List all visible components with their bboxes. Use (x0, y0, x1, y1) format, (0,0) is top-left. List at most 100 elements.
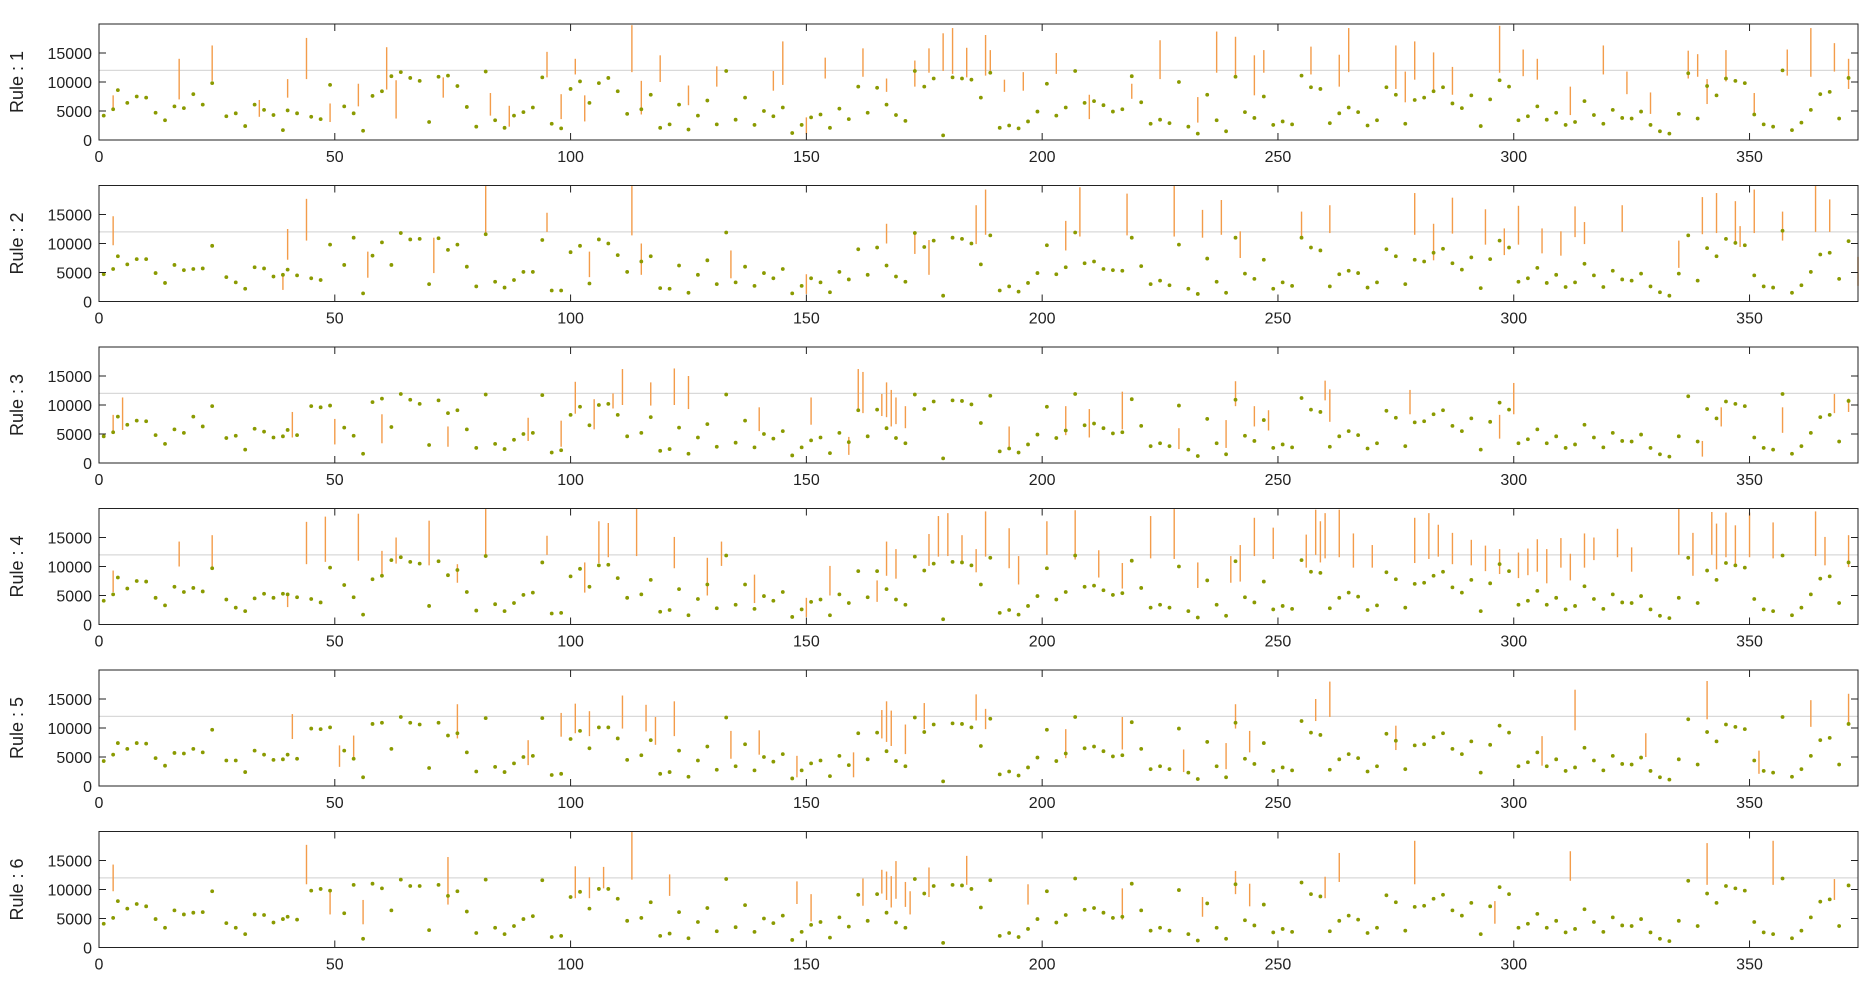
data-point-150 (1516, 118, 1521, 123)
data-point-5 (134, 902, 139, 906)
data-point-38 (455, 731, 460, 736)
data-point-173 (1733, 241, 1738, 245)
data-point-78 (837, 430, 842, 435)
data-point-151 (1525, 760, 1530, 765)
data-point-119 (1224, 290, 1228, 295)
data-point-100 (1044, 243, 1049, 248)
data-point-168 (1686, 717, 1691, 722)
data-point-22 (295, 595, 299, 600)
data-point-155 (1563, 123, 1568, 127)
x-tick-label: 150 (793, 311, 820, 328)
data-point-88 (931, 884, 936, 888)
data-point-76 (818, 112, 823, 117)
data-point-158 (1592, 435, 1596, 440)
data-point-158 (1592, 113, 1596, 117)
y-tick-label: 10000 (48, 398, 93, 415)
data-point-104 (1082, 584, 1087, 589)
data-point-33 (408, 884, 413, 888)
data-point-7 (153, 595, 158, 600)
data-point-134 (1365, 446, 1370, 451)
data-point-36 (436, 882, 441, 887)
data-point-168 (1686, 233, 1691, 238)
data-point-82 (875, 85, 880, 90)
data-point-179 (1790, 936, 1794, 941)
data-point-27 (351, 756, 356, 761)
data-point-184 (1837, 276, 1842, 281)
x-tick-label: 350 (1736, 149, 1763, 166)
data-point-84 (894, 920, 898, 925)
panel-3: 0 50 100 150 200 250 300 350 0 5000 10000 15000 Rule… (7, 346, 1859, 489)
data-point-136 (1384, 247, 1389, 252)
data-point-63 (696, 597, 700, 601)
data-point-51 (578, 243, 582, 248)
data-point-38 (455, 242, 460, 247)
data-point-132 (1346, 913, 1351, 918)
data-point-161 (1620, 923, 1625, 928)
data-point-154 (1554, 595, 1559, 600)
data-point-41 (483, 877, 488, 882)
data-point-26 (342, 911, 347, 916)
data-point-126 (1290, 929, 1295, 934)
data-point-106 (1101, 267, 1106, 271)
data-point-136 (1384, 893, 1389, 898)
data-point-91 (960, 560, 964, 565)
data-point-99 (1035, 432, 1040, 437)
data-point-183 (1827, 574, 1832, 579)
data-point-178 (1780, 553, 1785, 558)
data-point-80 (856, 408, 861, 413)
data-point-49 (559, 448, 564, 453)
data-point-133 (1356, 594, 1361, 599)
data-point-121 (1243, 433, 1247, 438)
data-point-133 (1356, 917, 1361, 922)
data-point-23 (309, 276, 314, 281)
y-tick-label: 10000 (48, 560, 93, 577)
data-point-21 (285, 752, 290, 757)
data-point-89 (941, 133, 946, 138)
data-point-42 (493, 925, 498, 930)
data-point-90 (950, 235, 955, 240)
data-point-70 (762, 271, 766, 275)
data-point-81 (865, 918, 870, 923)
data-point-65 (714, 444, 719, 449)
data-point-53 (596, 403, 601, 407)
data-point-40 (474, 931, 479, 935)
data-point-54 (606, 562, 611, 567)
data-point-22 (295, 756, 299, 761)
data-point-185 (1846, 76, 1851, 80)
data-point-173 (1733, 563, 1738, 568)
data-point-88 (931, 238, 936, 243)
data-point-57 (639, 753, 644, 758)
y-axis-label: Rule : 6 (7, 858, 27, 920)
data-point-15 (233, 925, 238, 930)
data-point-55 (615, 896, 620, 901)
y-tick-label: 0 (83, 779, 92, 796)
data-point-90 (950, 75, 955, 80)
data-point-53 (596, 563, 601, 568)
data-point-61 (677, 587, 681, 592)
data-point-166 (1667, 939, 1672, 944)
data-point-3 (115, 741, 120, 745)
data-point-97 (1016, 450, 1021, 455)
data-point-48 (549, 611, 554, 616)
data-point-5 (134, 94, 139, 99)
data-point-103 (1073, 230, 1078, 235)
data-point-164 (1648, 607, 1653, 612)
data-point-12 (200, 266, 205, 271)
data-point-174 (1742, 565, 1747, 570)
data-point-68 (743, 742, 747, 747)
data-point-118 (1214, 602, 1219, 607)
data-point-54 (606, 401, 611, 406)
data-point-142 (1441, 246, 1445, 251)
data-point-11 (191, 746, 196, 751)
y-tick-label: 15000 (48, 369, 93, 386)
data-point-88 (931, 722, 936, 727)
data-point-75 (809, 922, 813, 927)
data-point-44 (512, 761, 516, 766)
data-point-63 (696, 758, 700, 763)
data-point-159 (1601, 929, 1606, 934)
data-point-36 (436, 74, 441, 79)
data-point-163 (1639, 594, 1643, 598)
data-point-61 (677, 263, 681, 268)
data-point-176 (1761, 607, 1766, 612)
data-point-175 (1752, 920, 1757, 924)
